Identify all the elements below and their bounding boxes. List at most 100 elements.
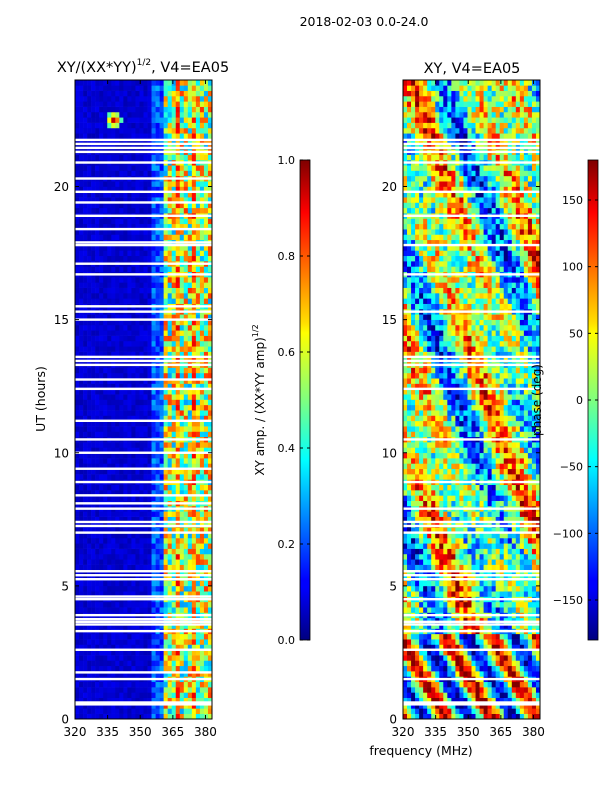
heatmap-cell [107, 474, 112, 480]
heatmap-cell [487, 655, 492, 661]
heatmap-cell [123, 420, 128, 427]
heatmap-cell [207, 229, 213, 235]
heatmap-cell [107, 90, 112, 97]
heatmap-cell [171, 559, 177, 565]
heatmap-cell [111, 537, 116, 544]
heatmap-cell [463, 649, 468, 656]
heatmap-cell [139, 282, 144, 288]
heatmap-cell [87, 80, 92, 86]
heatmap-cell [91, 234, 96, 241]
heatmap-cell [183, 474, 189, 480]
heatmap-cell [511, 633, 517, 640]
heatmap-cell [187, 197, 193, 203]
heatmap-cell [195, 516, 201, 523]
heatmap-cell [195, 447, 201, 454]
heatmap-cell [443, 591, 448, 597]
heatmap-cell [95, 420, 100, 427]
heatmap-cell [131, 713, 136, 720]
heatmap-cell [155, 649, 160, 656]
heatmap-cell [183, 532, 189, 539]
heatmap-cell [511, 713, 517, 720]
heatmap-cell [83, 330, 88, 336]
heatmap-cell [91, 378, 96, 384]
heatmap-cell [135, 426, 140, 432]
heatmap-cell [207, 154, 213, 161]
heatmap-cell [115, 351, 120, 358]
heatmap-cell [159, 655, 164, 661]
heatmap-cell [147, 218, 152, 225]
heatmap-cell [419, 633, 424, 640]
heatmap-cell [171, 138, 177, 145]
heatmap-cell [159, 197, 164, 203]
heatmap-cell [91, 101, 96, 107]
heatmap-cell [131, 250, 136, 257]
heatmap-cell [159, 293, 164, 299]
heatmap-cell [147, 474, 152, 480]
heatmap-cell [527, 713, 533, 720]
heatmap-cell [119, 692, 124, 699]
heatmap-cell [163, 601, 168, 608]
heatmap-cell [127, 277, 132, 283]
heatmap-cell [175, 633, 181, 640]
heatmap-cell [95, 655, 100, 661]
heatmap-cell [115, 665, 120, 672]
heatmap-cell [519, 644, 525, 651]
heatmap-cell [459, 644, 464, 651]
heatmap-cell [171, 415, 177, 422]
heatmap-cell [147, 80, 152, 86]
heatmap-cell [203, 649, 209, 656]
heatmap-cell [199, 293, 205, 299]
heatmap-cell [83, 713, 88, 720]
heatmap-cell [159, 649, 164, 656]
heatmap-cell [147, 665, 152, 672]
heatmap-cell [531, 601, 537, 608]
heatmap-cell [187, 127, 193, 134]
heatmap-cell [143, 452, 148, 459]
heatmap-cell [111, 293, 116, 299]
heatmap-cell [79, 223, 84, 230]
heatmap-cell [167, 95, 173, 102]
heatmap-cell [175, 138, 181, 145]
heatmap-cell [115, 633, 120, 640]
heatmap-cell [475, 665, 480, 672]
heatmap-cell [79, 410, 84, 416]
heatmap-cell [75, 607, 80, 613]
heatmap-cell [91, 484, 96, 491]
heatmap-cell [83, 644, 88, 651]
heatmap-cell [83, 122, 88, 129]
heatmap-cell [147, 553, 152, 560]
heatmap-cell [179, 234, 185, 241]
flagged-row [75, 227, 212, 231]
heatmap-cell [187, 681, 193, 688]
heatmap-cell [139, 687, 144, 693]
heatmap-cell [115, 287, 120, 294]
heatmap-cell [139, 85, 144, 91]
heatmap-cell [115, 516, 120, 523]
heatmap-cell [527, 671, 533, 677]
heatmap-cell [135, 452, 140, 459]
heatmap-cell [155, 218, 160, 225]
heatmap-cell [135, 543, 140, 549]
flagged-row [75, 318, 212, 321]
heatmap-cell [203, 245, 209, 251]
heatmap-cell [183, 537, 189, 544]
heatmap-cell [139, 532, 144, 539]
heatmap-cell [95, 207, 100, 214]
heatmap-cell [487, 607, 492, 613]
heatmap-cell [131, 404, 136, 411]
heatmap-cell [87, 223, 92, 230]
heatmap-cell [135, 713, 140, 720]
heatmap-cell [191, 202, 197, 209]
heatmap-cell [91, 697, 96, 704]
heatmap-cell [495, 692, 501, 699]
heatmap-cell [447, 607, 452, 613]
heatmap-cell [159, 692, 164, 699]
heatmap-cell [131, 633, 136, 640]
heatmap-cell [191, 340, 197, 347]
heatmap-cell [115, 580, 120, 587]
heatmap-cell [99, 117, 104, 123]
heatmap-cell [127, 463, 132, 470]
heatmap-cell [107, 527, 112, 533]
heatmap-cell [95, 410, 100, 416]
heatmap-cell [147, 351, 152, 358]
